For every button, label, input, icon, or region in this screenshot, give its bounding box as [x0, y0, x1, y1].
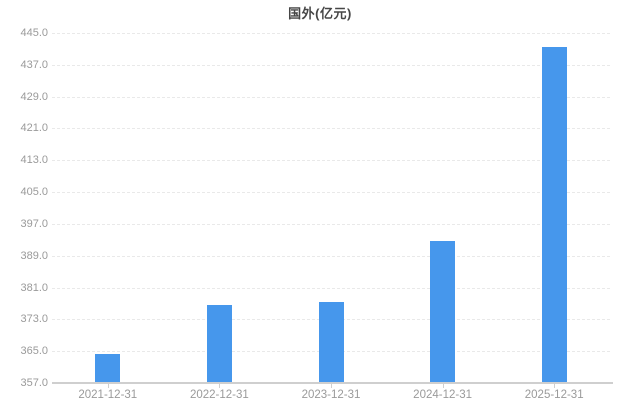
- x-axis-tick: [331, 384, 332, 388]
- bar[interactable]: [541, 46, 567, 382]
- y-axis-tick-label: 365.0: [20, 345, 48, 358]
- bar[interactable]: [206, 304, 232, 382]
- x-axis-tick-label: 2022-12-31: [189, 389, 249, 401]
- x-axis-tick-label: 2021-12-31: [78, 389, 138, 401]
- y-axis-tick-label: 357.0: [20, 377, 48, 389]
- y-axis-tick-label: 381.0: [20, 281, 48, 294]
- y-axis-tick-label: 397.0: [20, 217, 48, 230]
- gridline: [52, 160, 610, 162]
- gridline: [52, 128, 610, 130]
- y-axis-tick-label: 445.0: [20, 27, 48, 39]
- gridline: [52, 33, 610, 34]
- gridline: [52, 64, 610, 66]
- x-axis-line: [52, 382, 613, 384]
- y-axis-tick-label: 421.0: [20, 122, 48, 135]
- gridline: [52, 255, 610, 257]
- y-axis-tick-label: 389.0: [20, 249, 48, 262]
- chart-title: 国外(亿元): [288, 6, 352, 21]
- bar[interactable]: [430, 240, 456, 382]
- y-axis-tick-label: 373.0: [20, 313, 48, 326]
- y-axis-tick-label: 413.0: [20, 154, 48, 167]
- gridline: [52, 192, 610, 194]
- x-axis-tick-label: 2024-12-31: [413, 389, 472, 401]
- x-axis-tick-label: 2025-12-31: [524, 389, 584, 401]
- x-axis-tick: [219, 384, 221, 388]
- gridline: [52, 287, 610, 289]
- y-axis-tick-label: 405.0: [20, 186, 48, 199]
- bar[interactable]: [318, 302, 344, 382]
- x-axis-tick-label: 2023-12-31: [301, 389, 361, 401]
- x-axis-tick: [107, 384, 109, 388]
- x-axis-tick: [554, 384, 556, 388]
- gridline: [52, 96, 610, 98]
- x-axis-tick: [442, 384, 444, 388]
- gridline: [52, 223, 610, 225]
- bar[interactable]: [95, 354, 121, 382]
- y-axis-tick-label: 429.0: [20, 90, 48, 103]
- y-axis-tick-label: 437.0: [20, 58, 48, 71]
